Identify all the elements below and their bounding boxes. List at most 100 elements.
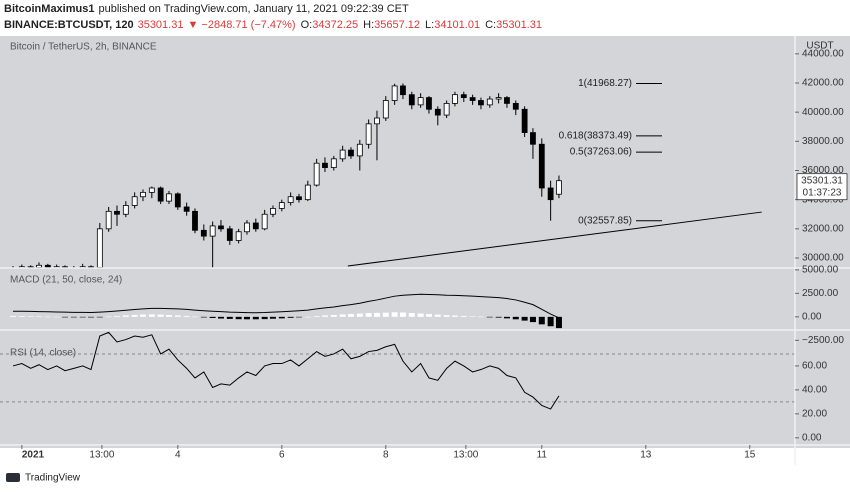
published: published on TradingView.com, January 11… [98,3,409,15]
histogram-bar [434,314,441,317]
histogram-bar [425,314,432,317]
candle-body [122,205,129,215]
rsi-title: RSI (14, close) [10,348,76,359]
candle-body [235,231,242,241]
x-tick-label: 13:00 [453,450,478,461]
x-tick-label: 11 [537,450,548,461]
histogram-bar [477,316,484,318]
histogram-bar [391,312,398,317]
histogram-bar [399,312,406,317]
candle-body [157,187,164,202]
chart-background [0,36,850,448]
x-tick-label: 6 [279,450,285,461]
histogram-bar [252,316,259,320]
candle-body [443,103,450,116]
histogram-bar [61,316,68,318]
histogram-bar [321,315,328,317]
histogram-bar [122,315,129,317]
histogram-bar [512,316,519,320]
y-tick-label: 38000.00 [802,136,844,147]
histogram-bar [191,316,198,318]
rsi-line [12,331,560,410]
candle-body [452,94,458,104]
y-tick-label: 2500.00 [802,288,839,299]
y-tick-label: 30000.00 [802,253,844,264]
candle-body [140,191,146,198]
candle-body [330,158,337,168]
logo-text: TradingView [25,473,81,484]
histogram-bar [113,316,120,317]
change: ▼ −2848.71 (−7.47%) [187,19,295,31]
candle-body [148,187,155,193]
y-tick-label: 40000.00 [802,107,844,118]
last-price-box [796,173,848,201]
histogram-bar [200,316,207,318]
x-tick-label: 13:00 [89,450,114,461]
author: BitcoinMaximus1 [4,3,94,15]
candle-body [322,162,328,168]
fib-label: 0.5(37263.06) [570,147,632,158]
ohlc-key: H: [363,19,374,31]
y-tick-label: 32000.00 [802,223,844,234]
price-plot [10,83,762,268]
histogram-bar [87,316,94,318]
unit: USDT [806,41,833,52]
histogram-bar [486,316,493,318]
histogram-bar [521,316,528,321]
fib-label: 1(41968.27) [578,78,632,89]
fib-label: 0.618(38373.49) [559,131,632,142]
candle-body [313,162,320,186]
ohlc-value: 35657.12 [374,19,420,31]
candle-body [417,97,424,106]
histogram-bar [365,313,372,317]
candle-body [114,210,120,215]
histogram-bar [131,314,138,317]
candle-body [183,206,190,212]
histogram-bar [269,316,276,319]
histogram-bar [226,316,233,319]
logo-icon [6,473,20,482]
macd-line [12,293,560,319]
histogram-bar [417,313,424,317]
histogram-bar [105,316,112,318]
histogram-bar [96,316,103,318]
y-tick-label: 20.00 [802,408,827,419]
histogram-bar [443,315,450,317]
y-tick-label: 40.00 [802,385,827,396]
y-tick-label: 0.00 [802,311,822,322]
histogram-bar [313,316,320,317]
histogram-bar [278,316,285,319]
x-tick-label: 4 [175,450,181,461]
histogram-bar [529,316,536,323]
rsi-plot [0,331,795,410]
x-tick-label: 2021 [22,450,45,461]
candle-body [339,149,346,160]
candle-body [374,117,380,125]
candle-body [400,85,406,96]
histogram-bar [157,314,164,317]
histogram-bar [460,315,467,317]
histogram-bar [9,315,16,317]
histogram-bar [18,316,25,317]
histogram-bar [469,316,476,317]
candle-body [365,123,372,145]
candle-body [486,98,493,106]
candle-body [278,202,285,209]
histogram-bar [139,314,146,317]
candle-body [304,184,311,201]
symbol: BINANCE:BTCUSDT, 120 [4,19,134,31]
histogram-bar [148,314,155,317]
y-tick-label: 44000.00 [802,48,844,59]
y-tick-label: 0.00 [802,432,822,443]
candle-body [131,196,138,206]
y-tick-label: 36000.00 [802,165,844,176]
candle-body [434,108,441,116]
header-line-2: BINANCE:BTCUSDT, 120 35301.31 ▼ −2848.71 (… [4,19,542,31]
fib-label: 0(32557.85) [578,215,632,226]
candle-body [521,108,528,133]
candle-body [270,208,276,215]
candle-body [391,85,398,101]
candle-body [512,103,519,110]
y-tick-label: −2500.00 [802,335,844,346]
